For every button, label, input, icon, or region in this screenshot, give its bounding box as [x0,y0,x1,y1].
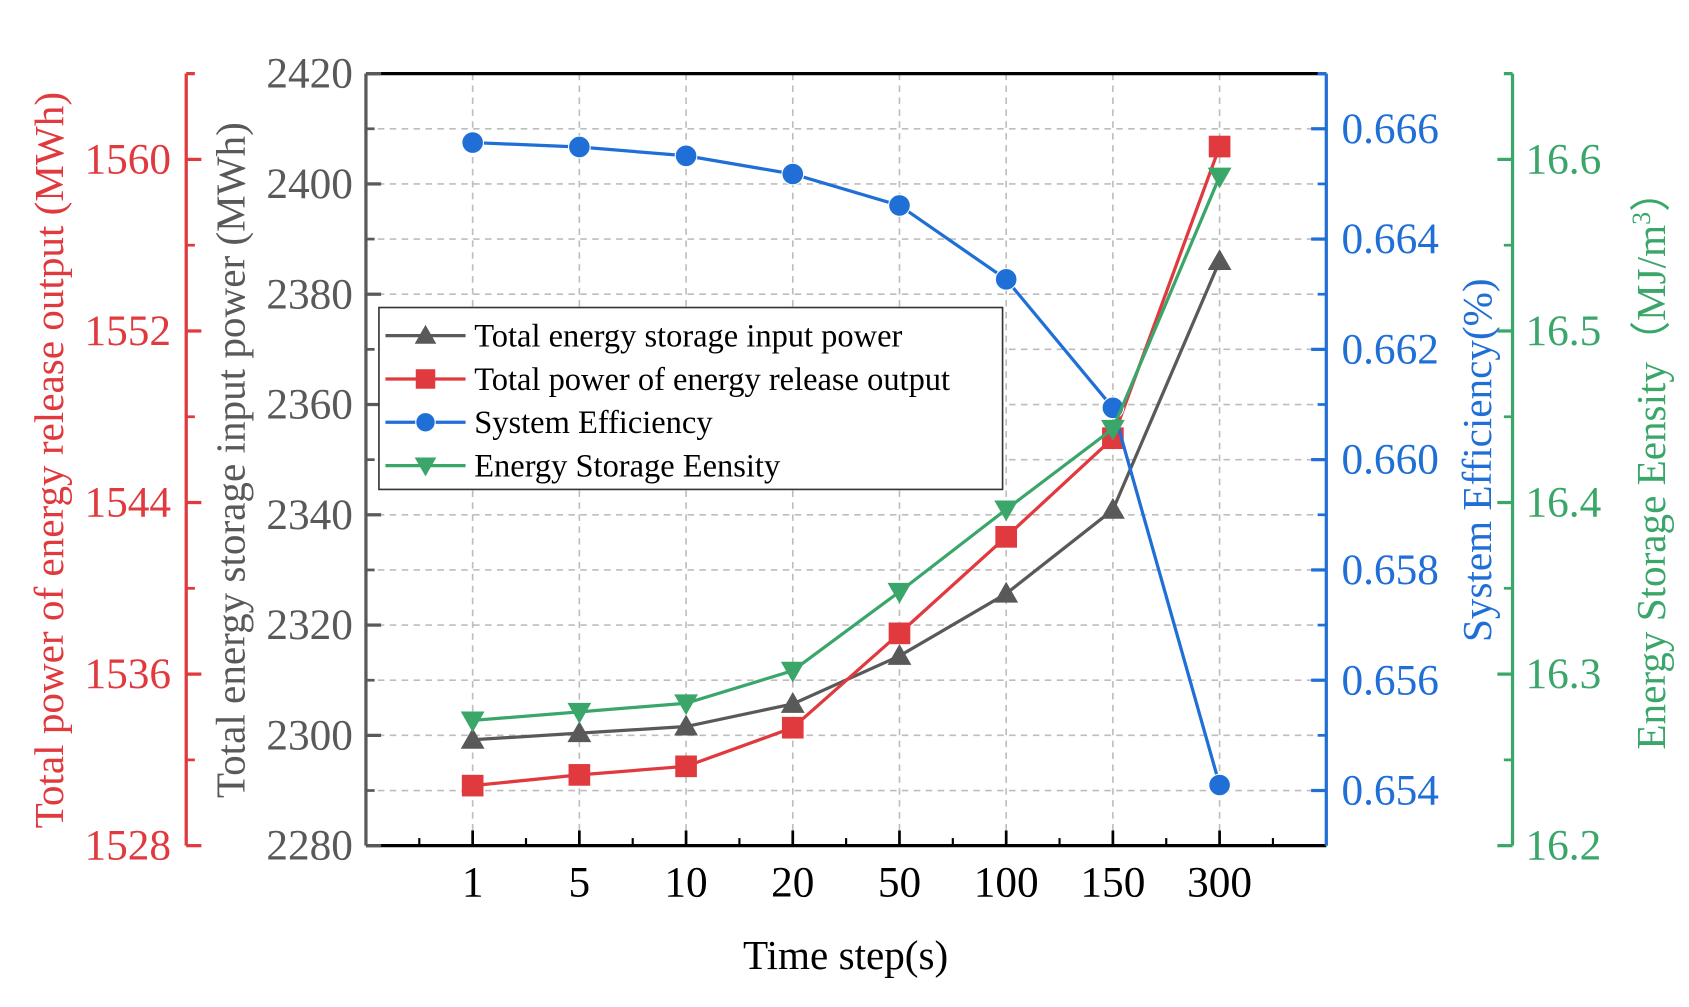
x-tick-label: 20 [771,859,814,907]
legend-label: Total power of energy release output [474,362,950,398]
efficiency-axis-title: System Efficiency(%) [1454,278,1501,642]
series-line [472,140,1222,786]
input-power-tick-label: 2320 [266,601,353,649]
data-point [781,716,804,739]
legend-swatch-marker [415,369,436,389]
data-point [568,764,591,786]
x-tick-label: 5 [569,859,591,907]
release-power-tick-label: 1552 [84,307,171,355]
series-density [460,167,1232,733]
release-power-tick-label: 1560 [84,135,171,183]
data-point [888,194,911,217]
density-axis-title-end: ） [1628,171,1674,212]
legend-item: Total power of energy release output [385,362,950,398]
data-point [780,661,805,683]
legend-item: System Efficiency [385,405,713,441]
input-power-tick-label: 2400 [266,160,353,208]
data-point [887,644,912,665]
density-axis-title: Energy Storage Eensity（MJ/m3） [1627,171,1674,750]
efficiency-tick-label: 0.664 [1341,215,1438,263]
density-tick-label: 16.4 [1526,479,1602,527]
data-point [1100,497,1125,519]
release-power-tick-label: 1536 [84,650,171,698]
data-point [567,135,591,159]
x-tick-label: 1 [462,859,484,907]
legend-swatch-marker [414,457,437,477]
data-point [781,162,805,186]
density-tick-label: 16.5 [1526,307,1602,355]
input-power-tick-label: 2340 [266,491,353,539]
data-point [1207,249,1232,271]
data-point [675,755,697,778]
input-power-tick-label: 2360 [266,381,353,429]
input-power-tick-label: 2300 [266,711,353,759]
density-tick-label: 16.3 [1526,650,1602,698]
data-point [567,702,592,724]
legend-box [378,306,1004,491]
legend-label: System Efficiency [474,405,713,441]
axes-layer: 1 5 10 20 50 100 150 300 2280 2300 2320 2340 2360 238… [84,50,1601,907]
efficiency-tick-label: 0.662 [1341,325,1438,373]
legend-swatch-marker [414,324,437,344]
release-power-tick-label: 1528 [84,822,171,870]
data-point [674,714,698,736]
efficiency-tick-label: 0.654 [1341,767,1438,815]
input-power-tick-label: 2420 [266,50,353,98]
efficiency-tick-label: 0.658 [1341,546,1438,594]
legend-label: Energy Storage Eensity [474,448,781,484]
x-tick-label: 50 [878,859,921,907]
efficiency-tick-label: 0.666 [1341,105,1438,153]
legend-item: Total energy storage input power [385,318,903,354]
data-point [1208,135,1231,158]
data-point [780,692,805,713]
data-point [1207,167,1232,189]
data-point [888,622,911,645]
data-point [460,727,485,749]
data-point [994,500,1019,522]
series-line [472,175,1222,723]
density-tick-label: 16.2 [1526,822,1602,870]
data-point [461,131,485,154]
series-line [472,145,1222,788]
series-layer [460,131,1232,797]
series-efficiency [461,131,1231,797]
data-point [674,694,698,716]
x-axis-title: Time step(s) [743,932,948,979]
x-tick-label: 150 [1080,859,1145,907]
data-point [1100,419,1125,441]
x-tick-label: 300 [1187,859,1252,907]
series-release-power [461,135,1231,797]
density-axis-title-main: Energy Storage Eensity（MJ/m [1628,225,1674,750]
data-point [995,526,1018,548]
legend-item: Energy Storage Eensity [385,448,781,484]
data-point [460,711,485,733]
x-tick-label: 10 [664,859,707,907]
density-tick-label: 16.6 [1526,135,1602,183]
legend-label: Total energy storage input power [474,318,902,354]
data-point [887,582,912,604]
legend-swatch-marker [415,412,436,433]
efficiency-tick-label: 0.656 [1341,656,1438,704]
data-point [461,774,484,797]
data-point [994,267,1018,291]
data-point [994,581,1019,603]
release-power-tick-label: 1544 [84,479,171,527]
density-axis-title-sup: 3 [1627,212,1656,225]
input-power-axis-title: Total energy storage input power (MWh) [208,122,255,798]
data-point [674,144,698,168]
data-point [1208,773,1231,797]
efficiency-tick-label: 0.660 [1341,436,1438,484]
x-tick-label: 100 [974,859,1039,907]
data-point [567,721,592,743]
release-axis-title: Total power of energy release output (MW… [26,92,73,828]
input-power-tick-label: 2280 [266,822,353,870]
legend: Total energy storage input power Total po… [378,306,1004,491]
input-power-tick-label: 2380 [266,270,353,318]
